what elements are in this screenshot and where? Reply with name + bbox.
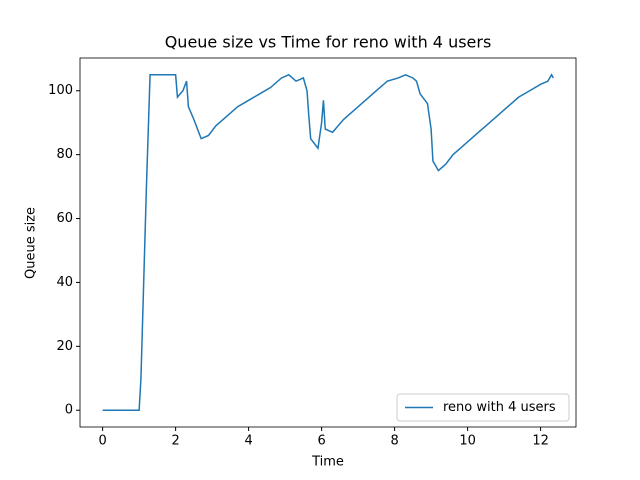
y-tick-label: 60 xyxy=(56,211,73,226)
plot-frame xyxy=(79,57,577,428)
x-tick-label: 8 xyxy=(390,434,398,449)
y-axis-label: Queue size xyxy=(24,207,39,279)
y-tick-label: 20 xyxy=(56,339,73,354)
y-tick-label: 0 xyxy=(65,403,73,418)
x-tick-label: 10 xyxy=(459,434,476,449)
x-tick-label: 12 xyxy=(532,434,549,449)
x-tick-label: 2 xyxy=(171,434,179,449)
data-line xyxy=(102,73,555,411)
legend-label: reno with 4 users xyxy=(443,400,556,415)
x-tick-label: 4 xyxy=(244,434,252,449)
chart-title: Queue size vs Time for reno with 4 users xyxy=(165,33,492,52)
x-tick-label: 6 xyxy=(317,434,325,449)
x-tick-label: 0 xyxy=(98,434,106,449)
y-tick-label: 80 xyxy=(56,147,73,162)
y-tick-label: 100 xyxy=(48,83,73,98)
y-tick-label: 40 xyxy=(56,275,73,290)
x-axis-label: Time xyxy=(311,455,344,470)
legend-box xyxy=(396,393,570,422)
